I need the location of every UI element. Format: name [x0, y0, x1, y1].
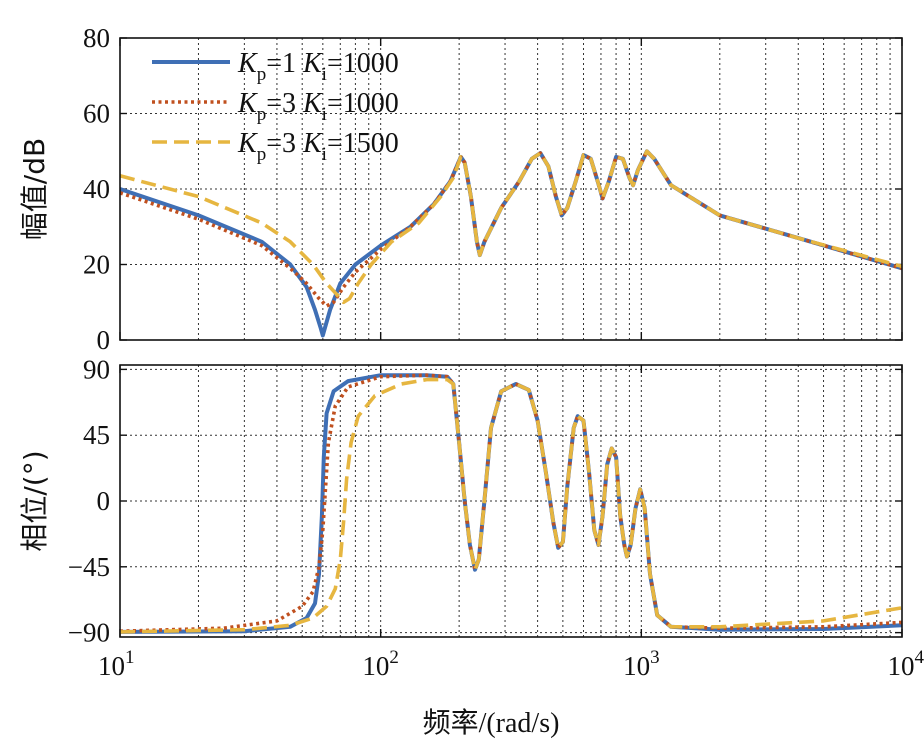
legend-text-part: =1: [266, 48, 296, 79]
legend-text-part: [296, 128, 303, 159]
y-tick-label: 20: [83, 250, 110, 280]
y-tick-label: −90: [68, 618, 110, 648]
y-tick-label: 40: [83, 174, 110, 204]
legend-text-part: i: [322, 144, 327, 165]
legend-text-part: K: [302, 48, 323, 79]
y-tick-label: 0: [97, 486, 111, 516]
x-axis-label-unit: /(rad/s): [479, 708, 560, 739]
legend-text-part: [296, 88, 303, 119]
panel-magnitude: 0 20 40 60 80 幅值/dB: [18, 23, 903, 355]
legend-text-part: K: [237, 48, 258, 79]
y-tick-label: 60: [83, 99, 110, 129]
y-tick-label: 45: [83, 420, 110, 450]
legend-text-part: p: [257, 144, 267, 165]
legend-text-part: K: [302, 128, 323, 159]
legend-text-part: K: [237, 128, 258, 159]
legend-text-part: p: [257, 104, 267, 125]
x-tick-label: 101: [98, 647, 135, 681]
x-axis-label: 频率/(rad/s): [423, 706, 560, 739]
legend-text-part: i: [322, 104, 327, 125]
x-tick-exponent: 2: [389, 647, 399, 668]
legend-text-part: [296, 48, 303, 79]
x-tick-exponent: 1: [125, 647, 135, 668]
series-line-kp3_ki1000-magnitude: [120, 149, 902, 308]
legend-label-kp3_ki1000: Kp=3 Ki=1000: [237, 88, 399, 125]
y-tick-label: −45: [68, 552, 110, 582]
legend-text-part: =3: [266, 88, 296, 119]
legend-text-part: =1000: [327, 48, 399, 79]
legend-text-part: K: [237, 88, 258, 119]
legend-text-part: p: [257, 64, 267, 85]
x-tick-base: 10: [98, 651, 125, 681]
legend-text-part: =3: [266, 128, 296, 159]
x-tick-base: 10: [888, 651, 915, 681]
x-tick-label: 102: [362, 647, 399, 681]
x-tick-exponent: 4: [915, 647, 924, 668]
y-tick-label: 0: [97, 325, 111, 355]
legend-label-kp1_ki1000: Kp=1 Ki=1000: [237, 48, 399, 85]
legend-text-part: K: [302, 88, 323, 119]
series-line-kp3_ki1500-magnitude: [120, 149, 902, 305]
legend-text-part: i: [322, 64, 327, 85]
y-axis-label: 幅值/dB: [18, 138, 51, 240]
y-tick-label: 80: [83, 23, 110, 53]
x-tick-base: 10: [623, 651, 650, 681]
x-tick-exponent: 3: [650, 647, 660, 668]
y-axis-label: 相位/(°): [18, 450, 51, 551]
x-tick-label: 104: [888, 647, 924, 681]
y-tick-label: 90: [83, 354, 110, 384]
series-line-kp1_ki1000-phase: [120, 373, 902, 634]
plot-frame: [119, 37, 903, 341]
series-line-kp3_ki1500-phase: [120, 377, 902, 634]
series-line-kp3_ki1000-phase: [120, 373, 902, 633]
x-tick-base: 10: [362, 651, 389, 681]
x-tick-label: 103: [623, 647, 660, 681]
panel-phase: −90 −45 0 45 90 相位/(°): [18, 354, 903, 648]
series-line-kp1_ki1000-magnitude: [120, 149, 902, 338]
legend-label-kp3_ki1500: Kp=3 Ki=1500: [237, 128, 399, 165]
legend-text-part: =1500: [327, 128, 399, 159]
legend-text-part: =1000: [327, 88, 399, 119]
plot-frame: [119, 364, 903, 638]
x-axis-label-quantity: 频率: [423, 706, 479, 739]
